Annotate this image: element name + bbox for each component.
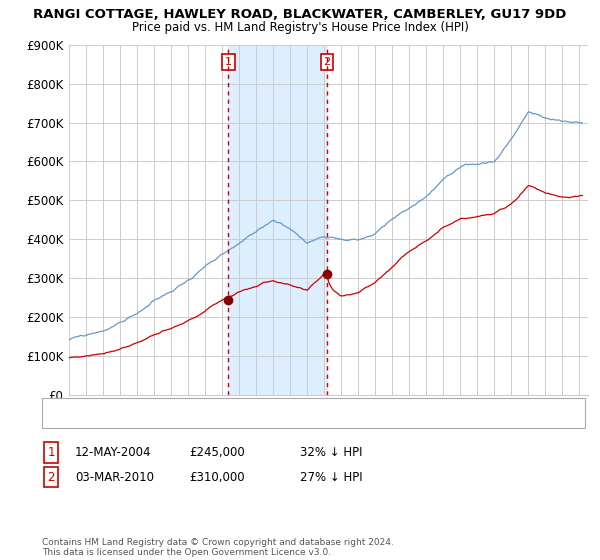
Text: 1: 1 bbox=[47, 446, 55, 459]
Text: 1: 1 bbox=[225, 57, 232, 67]
Text: HPI: Average price, detached house, Hart: HPI: Average price, detached house, Hart bbox=[78, 415, 280, 425]
Text: 2: 2 bbox=[323, 57, 331, 67]
Bar bbox=[228, 45, 327, 395]
Text: 2: 2 bbox=[47, 470, 55, 484]
Text: —: — bbox=[51, 412, 67, 427]
Text: £310,000: £310,000 bbox=[189, 470, 245, 484]
Text: £245,000: £245,000 bbox=[189, 446, 245, 459]
Text: RANGI COTTAGE, HAWLEY ROAD, BLACKWATER, CAMBERLEY, GU17 9DD: RANGI COTTAGE, HAWLEY ROAD, BLACKWATER, … bbox=[34, 8, 566, 21]
Text: 27% ↓ HPI: 27% ↓ HPI bbox=[300, 470, 362, 484]
Text: 12-MAY-2004: 12-MAY-2004 bbox=[75, 446, 151, 459]
Text: Contains HM Land Registry data © Crown copyright and database right 2024.
This d: Contains HM Land Registry data © Crown c… bbox=[42, 538, 394, 557]
Text: Price paid vs. HM Land Registry's House Price Index (HPI): Price paid vs. HM Land Registry's House … bbox=[131, 21, 469, 34]
Text: RANGI COTTAGE, HAWLEY ROAD, BLACKWATER, CAMBERLEY, GU17 9DD (detached hou: RANGI COTTAGE, HAWLEY ROAD, BLACKWATER, … bbox=[78, 401, 505, 411]
Text: 32% ↓ HPI: 32% ↓ HPI bbox=[300, 446, 362, 459]
Text: —: — bbox=[51, 399, 67, 414]
Text: 03-MAR-2010: 03-MAR-2010 bbox=[75, 470, 154, 484]
